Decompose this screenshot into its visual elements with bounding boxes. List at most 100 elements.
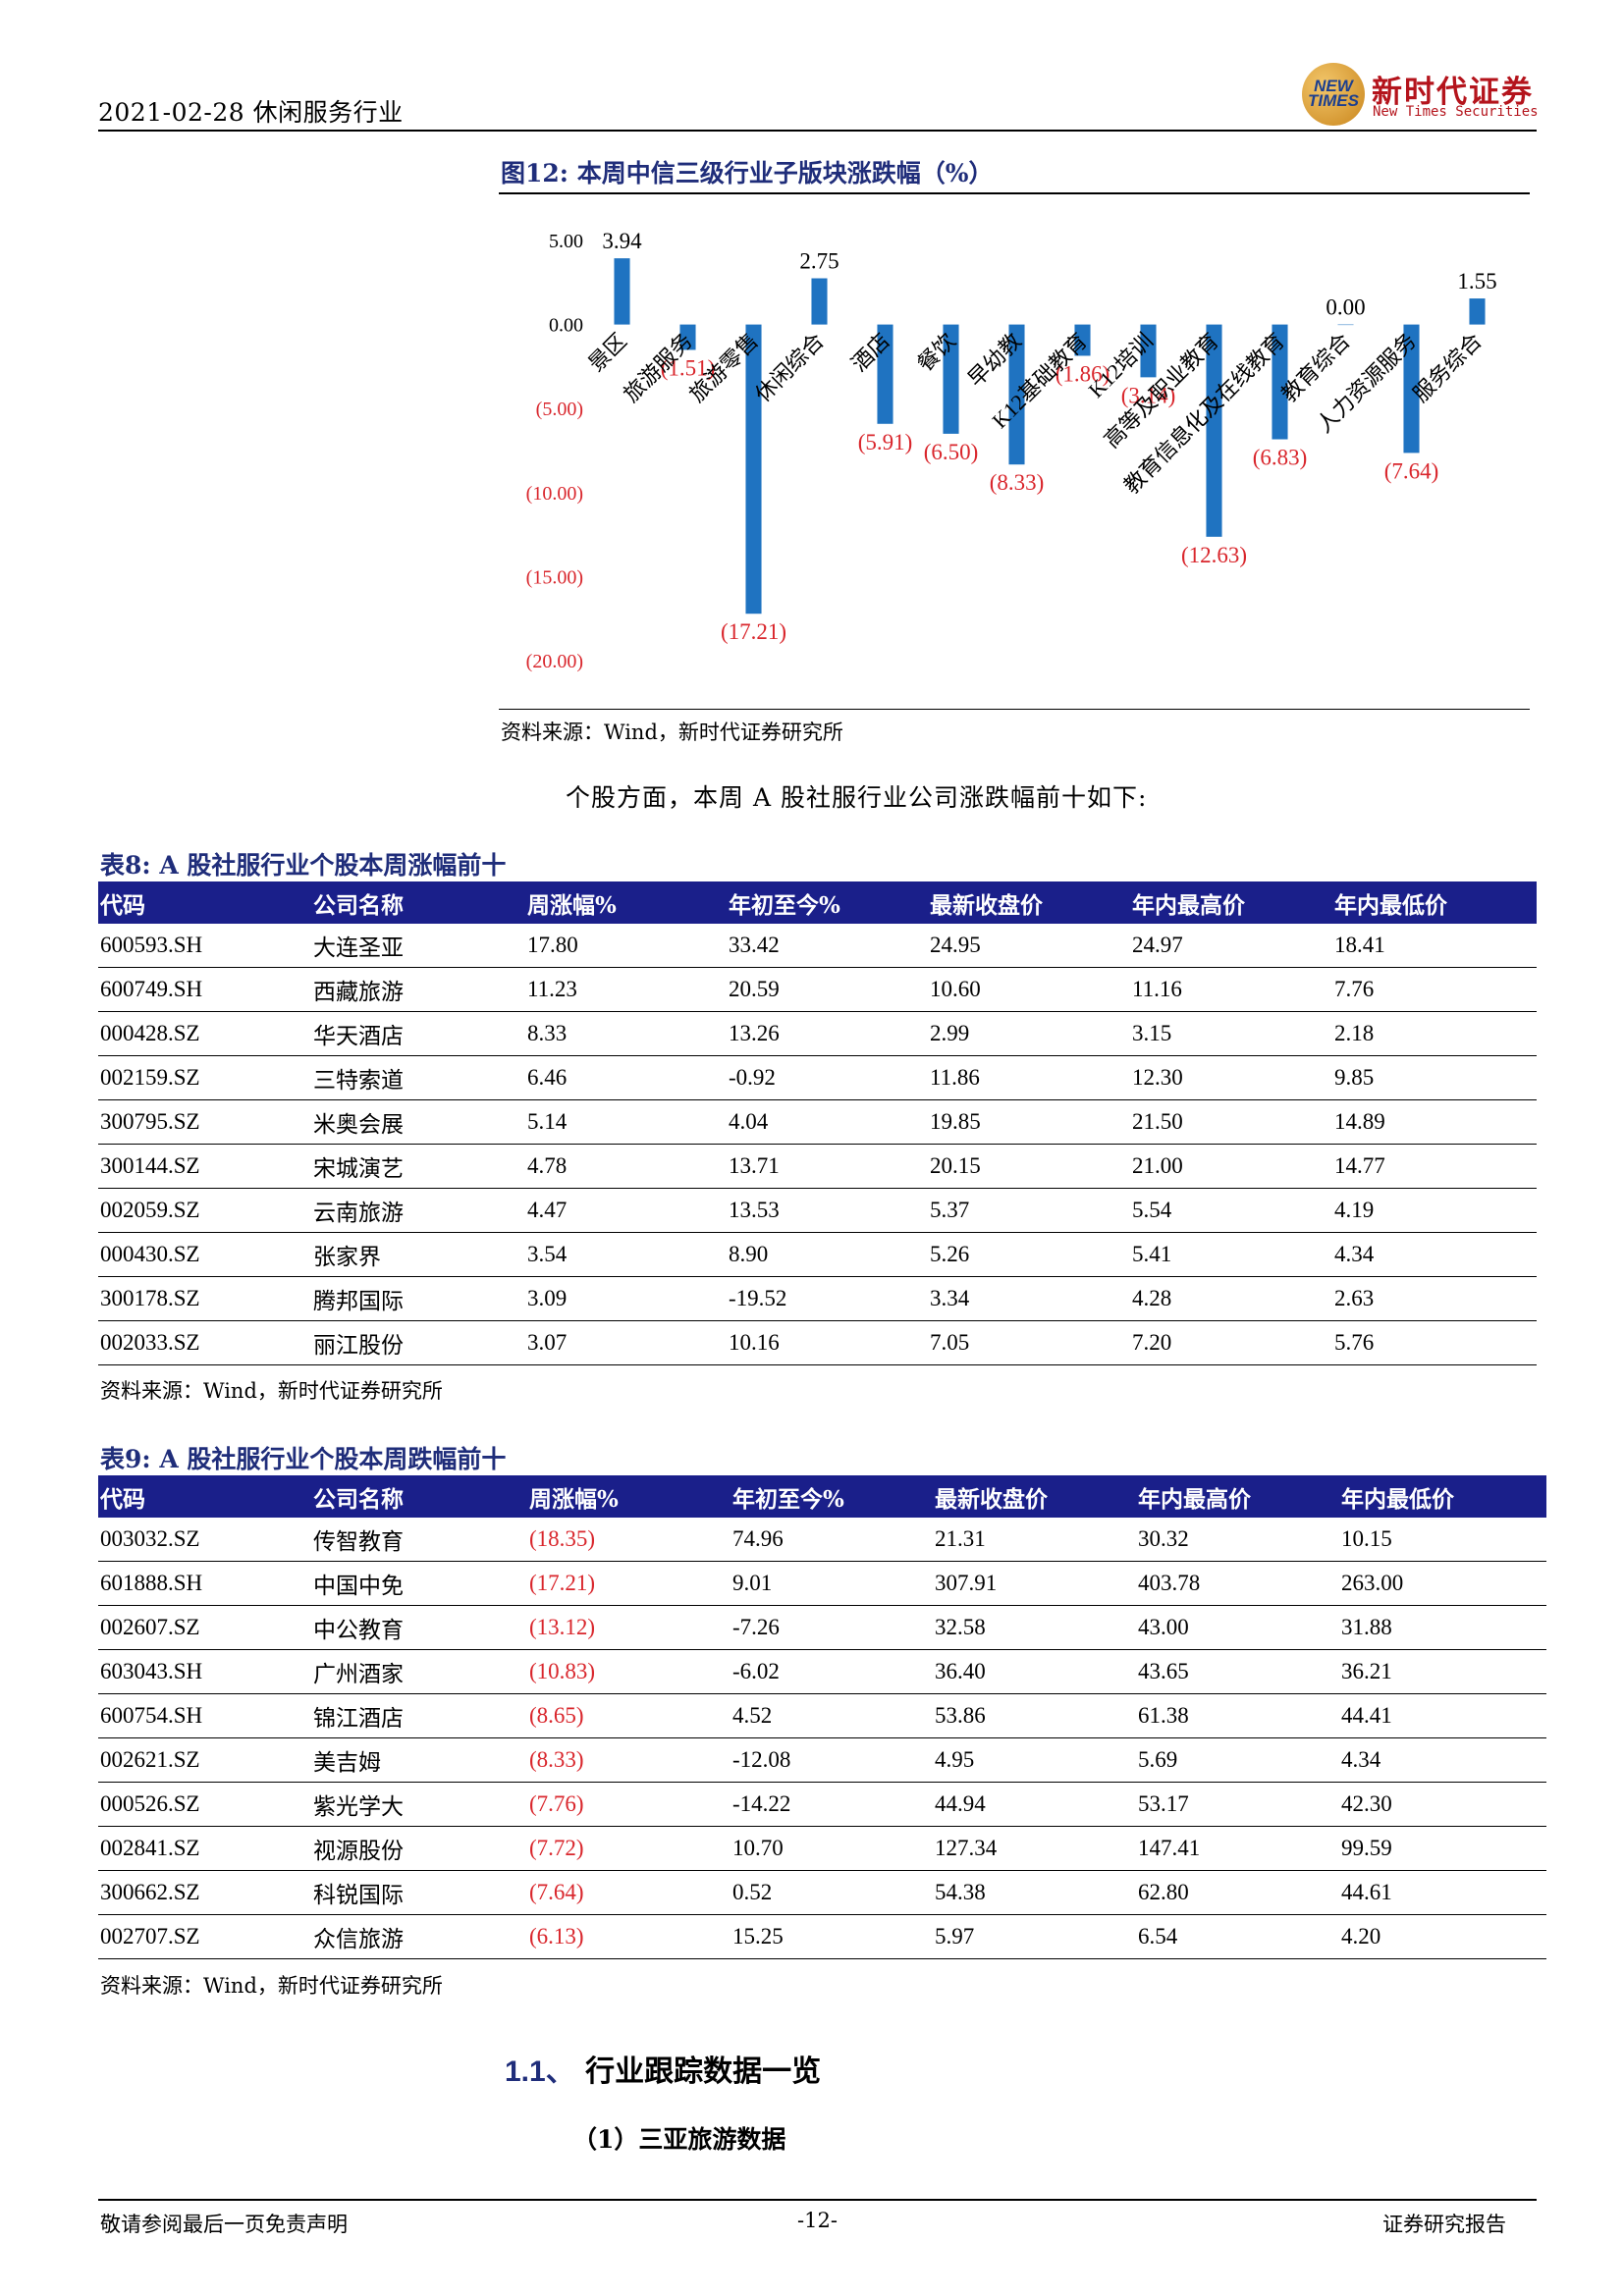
column-header: 年初至今%: [731, 1475, 933, 1518]
table-cell: 5.26: [928, 1232, 1130, 1277]
figure-title: 图12: 本周中信三级行业子版块涨跌幅（%）: [501, 159, 994, 187]
table-cell: 中公教育: [311, 1605, 527, 1650]
table-cell: 24.97: [1130, 924, 1332, 968]
table-cell: 广州酒家: [311, 1649, 527, 1694]
data-label: 3.94: [602, 229, 642, 253]
table-cell: 300795.SZ: [98, 1099, 311, 1145]
table-cell: 53.17: [1136, 1782, 1339, 1827]
table-cell: 36.40: [933, 1649, 1136, 1694]
column-header: 年内最低价: [1332, 881, 1537, 924]
table-cell: 2.99: [928, 1011, 1130, 1056]
header-divider: [98, 130, 1537, 132]
table-row: 601888.SH 中国中免 (17.21) 9.01 307.91 403.78 263.…: [98, 1561, 1546, 1606]
table9-source: 资料来源：Wind，新时代证券研究所: [100, 1974, 443, 1998]
section-heading: 1.1、 行业跟踪数据一览: [505, 2047, 821, 2090]
table-cell: 36.21: [1339, 1649, 1546, 1694]
table-cell: -0.92: [727, 1055, 928, 1100]
table-cell: 4.19: [1332, 1188, 1537, 1233]
sector-change-bar-chart: 5.00 0.00 (5.00) (10.00) (15.00) (20.00) 3.94 景…: [526, 229, 1497, 672]
table-cell: 米奥会展: [311, 1099, 525, 1145]
data-label: (6.50): [924, 440, 979, 464]
table-cell: (7.76): [527, 1782, 731, 1827]
table-cell: 000526.SZ: [98, 1782, 311, 1827]
table-cell: (8.33): [527, 1737, 731, 1783]
section-title: 行业跟踪数据一览: [585, 2055, 822, 2089]
table-cell: 19.85: [928, 1099, 1130, 1145]
table-cell: 5.69: [1136, 1737, 1339, 1783]
table-cell: 7.05: [928, 1320, 1130, 1365]
table-cell: 600749.SH: [98, 967, 311, 1012]
table-cell: 美吉姆: [311, 1737, 527, 1783]
table-row: 300144.SZ 宋城演艺 4.78 13.71 20.15 21.00 14.77: [98, 1144, 1537, 1189]
bar: [1074, 324, 1091, 356]
table-cell: 20.15: [928, 1144, 1130, 1189]
bar: [1008, 324, 1025, 465]
column-header: 公司名称: [311, 1475, 527, 1518]
table-row: 003032.SZ 传智教育 (18.35) 74.96 21.31 30.32 10.15: [98, 1518, 1546, 1562]
table-cell: 5.76: [1332, 1320, 1537, 1365]
table-cell: 300144.SZ: [98, 1144, 311, 1189]
column-header: 最新收盘价: [928, 881, 1130, 924]
column-header: 年内最低价: [1339, 1475, 1546, 1518]
data-label: (6.83): [1253, 446, 1308, 470]
table-cell: (6.13): [527, 1914, 731, 1959]
table-cell: 3.54: [525, 1232, 727, 1277]
table-cell: 11.86: [928, 1055, 1130, 1100]
table-cell: (8.65): [527, 1693, 731, 1738]
table-cell: -7.26: [731, 1605, 933, 1650]
table-cell: 147.41: [1136, 1826, 1339, 1871]
table-cell: 002059.SZ: [98, 1188, 311, 1233]
table-cell: 4.95: [933, 1737, 1136, 1783]
table-cell: 403.78: [1136, 1561, 1339, 1606]
table-row: 002841.SZ 视源股份 (7.72) 10.70 127.34 147.41 99.5…: [98, 1826, 1546, 1871]
data-label: (8.33): [990, 470, 1045, 495]
table-cell: 300178.SZ: [98, 1276, 311, 1321]
data-label: (17.21): [721, 619, 786, 644]
bar: [943, 324, 959, 434]
table-cell: 11.16: [1130, 967, 1332, 1012]
figure-bottom-rule: [499, 709, 1530, 710]
section-number: 1.1、: [505, 2056, 575, 2088]
table-cell: 4.78: [525, 1144, 727, 1189]
intro-paragraph: 个股方面，本周 A 股社服行业公司涨跌幅前十如下:: [566, 783, 1148, 812]
table-cell: 10.16: [727, 1320, 928, 1365]
table-cell: 603043.SH: [98, 1649, 311, 1694]
table-cell: 24.95: [928, 924, 1130, 968]
data-label: (1.86): [1056, 361, 1110, 386]
table-cell: 华天酒店: [311, 1011, 525, 1056]
table-cell: 张家界: [311, 1232, 525, 1277]
y-tick-label: (5.00): [536, 399, 583, 420]
table-cell: 43.65: [1136, 1649, 1339, 1694]
table-cell: 002607.SZ: [98, 1605, 311, 1650]
table-cell: 002841.SZ: [98, 1826, 311, 1871]
data-label: (5.91): [858, 430, 913, 454]
page-number: -12-: [797, 2209, 838, 2232]
footer-divider: [98, 2199, 1537, 2201]
table-cell: 3.09: [525, 1276, 727, 1321]
table-cell: 17.80: [525, 924, 727, 968]
table-cell: 14.77: [1332, 1144, 1537, 1189]
table-cell: 307.91: [933, 1561, 1136, 1606]
table-cell: 127.34: [933, 1826, 1136, 1871]
table-cell: 15.25: [731, 1914, 933, 1959]
category-label: 景区: [583, 328, 631, 376]
table-cell: 13.26: [727, 1011, 928, 1056]
table-cell: (7.72): [527, 1826, 731, 1871]
table-cell: 3.07: [525, 1320, 727, 1365]
table-cell: 4.52: [731, 1693, 933, 1738]
table-cell: (18.35): [527, 1518, 731, 1562]
table-cell: 6.46: [525, 1055, 727, 1100]
bar: [877, 324, 893, 424]
column-header: 周涨幅%: [527, 1475, 731, 1518]
table-cell: 6.54: [1136, 1914, 1339, 1959]
bar: [1469, 298, 1486, 325]
table-cell: 2.63: [1332, 1276, 1537, 1321]
category-label: 高等及职业教育: [1099, 328, 1223, 453]
table-cell: 33.42: [727, 924, 928, 968]
table-row: 002059.SZ 云南旅游 4.47 13.53 5.37 5.54 4.19: [98, 1188, 1537, 1233]
table-cell: 9.01: [731, 1561, 933, 1606]
table-cell: 8.33: [525, 1011, 727, 1056]
subsection-heading: （1）三亚旅游数据: [572, 2125, 786, 2154]
table-row: 300178.SZ 腾邦国际 3.09 -19.52 3.34 4.28 2.63: [98, 1276, 1537, 1321]
table-cell: 74.96: [731, 1518, 933, 1562]
